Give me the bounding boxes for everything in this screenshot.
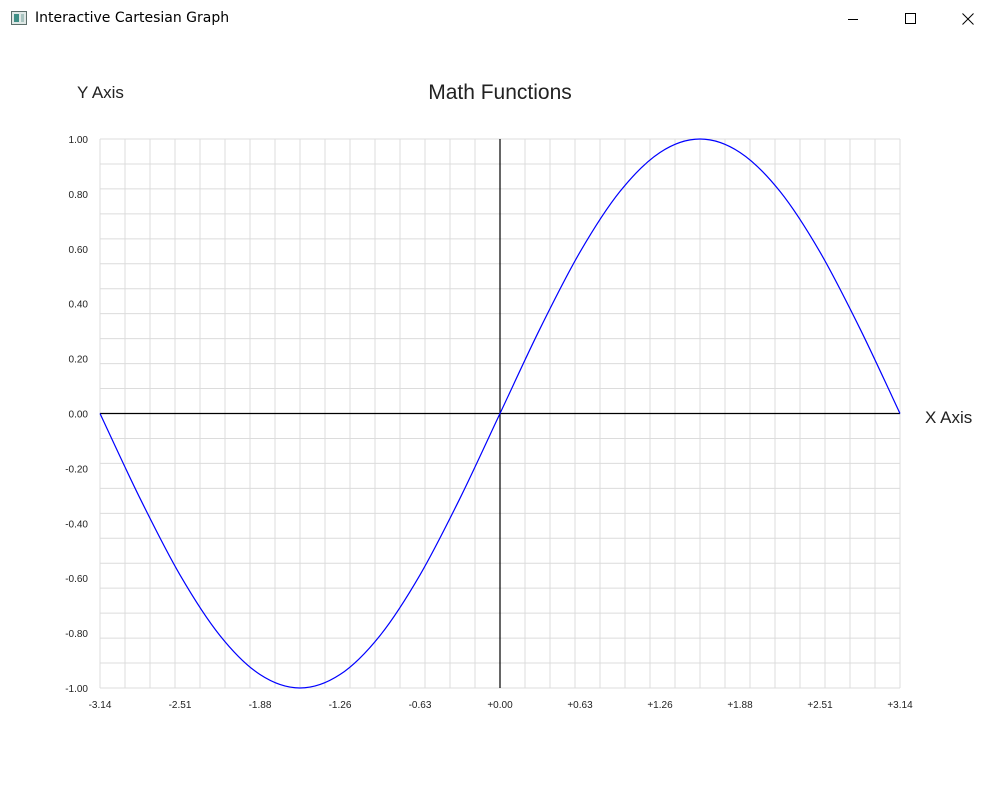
y-tick-label: -0.80 xyxy=(65,629,88,640)
window-title: Interactive Cartesian Graph xyxy=(35,10,230,26)
title-bar: Interactive Cartesian Graph xyxy=(0,0,999,37)
x-tick-label: -0.63 xyxy=(409,700,432,711)
maximize-icon xyxy=(904,13,916,24)
x-tick-label: +1.26 xyxy=(647,700,673,711)
x-tick-label: +1.88 xyxy=(727,700,753,711)
series-layer xyxy=(99,138,901,689)
tick-labels: -3.14 -2.51 -1.88 -1.26 -0.63 +0.00 +0.63 +1.26… xyxy=(65,135,913,711)
x-tick-label: -2.51 xyxy=(169,700,192,711)
x-tick-label: +2.51 xyxy=(807,700,833,711)
x-axis-label: X Axis xyxy=(925,408,972,427)
x-tick-label: -1.88 xyxy=(249,700,272,711)
y-axis-label: Y Axis xyxy=(77,83,124,102)
x-tick-label: -1.26 xyxy=(329,700,352,711)
close-icon xyxy=(962,12,974,25)
close-button[interactable] xyxy=(945,0,991,37)
chart-title: Math Functions xyxy=(428,81,572,104)
y-tick-label: -0.60 xyxy=(65,574,88,585)
x-tick-label: +0.00 xyxy=(487,700,513,711)
y-tick-label: 0.80 xyxy=(69,190,89,201)
x-tick-label: +0.63 xyxy=(567,700,593,711)
y-tick-label: 0.40 xyxy=(69,300,89,311)
y-tick-label: -0.40 xyxy=(65,519,88,530)
series-line xyxy=(99,138,901,689)
y-tick-label: 0.20 xyxy=(69,355,89,366)
minimize-button[interactable] xyxy=(830,0,876,37)
x-tick-label: +3.14 xyxy=(887,700,913,711)
x-tick-label: -3.14 xyxy=(89,700,112,711)
y-tick-label: -1.00 xyxy=(65,684,88,695)
app-icon xyxy=(11,11,27,25)
maximize-button[interactable] xyxy=(887,0,933,37)
minimize-icon xyxy=(848,18,858,20)
y-tick-label: -0.20 xyxy=(65,464,88,475)
chart-area[interactable]: -3.14 -2.51 -1.88 -1.26 -0.63 +0.00 +0.63 +1.26… xyxy=(0,37,999,787)
y-tick-label: 0.60 xyxy=(69,245,89,256)
y-tick-label: 1.00 xyxy=(69,135,89,146)
chart-svg[interactable]: -3.14 -2.51 -1.88 -1.26 -0.63 +0.00 +0.63 +1.26… xyxy=(0,37,999,787)
y-tick-label: 0.00 xyxy=(69,410,89,421)
